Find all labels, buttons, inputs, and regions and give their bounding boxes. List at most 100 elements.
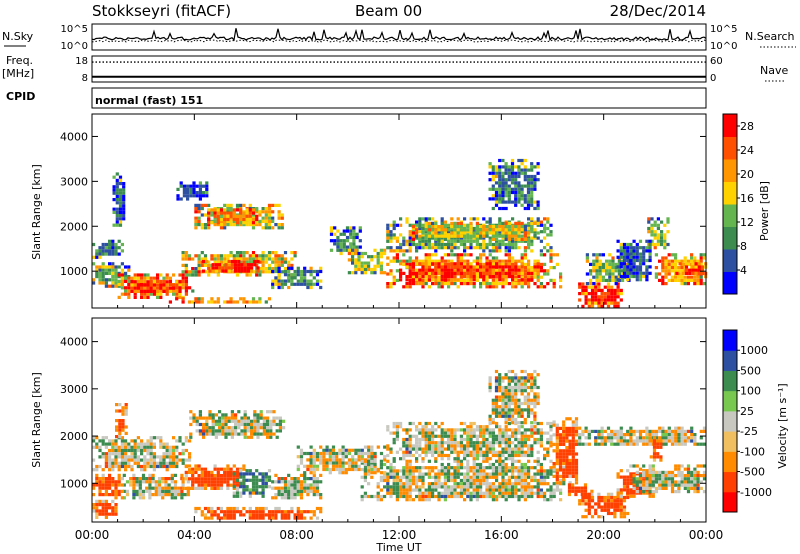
heatmap-cell xyxy=(696,282,700,286)
heatmap-cell xyxy=(226,464,230,468)
heatmap-cell xyxy=(210,474,214,478)
heatmap-cell xyxy=(168,445,172,449)
heatmap-cell xyxy=(411,259,415,263)
heatmap-cell xyxy=(552,266,556,270)
heatmap-cell xyxy=(511,447,515,451)
heatmap-cell xyxy=(498,249,502,253)
heatmap-cell xyxy=(498,469,502,473)
heatmap-cell xyxy=(200,477,204,481)
heatmap-cell xyxy=(517,275,521,279)
heatmap-cell xyxy=(184,439,188,443)
heatmap-cell xyxy=(527,226,531,231)
heatmap-cell xyxy=(118,188,123,192)
heatmap-cell xyxy=(309,461,313,465)
heatmap-cell xyxy=(347,458,352,462)
heatmap-cell xyxy=(216,211,220,215)
heatmap-cell xyxy=(198,410,202,414)
heatmap-cell xyxy=(189,184,193,188)
heatmap-cell xyxy=(98,483,102,487)
heatmap-cell xyxy=(595,272,599,276)
heatmap-cell xyxy=(250,426,254,430)
heatmap-cell xyxy=(691,262,695,266)
heatmap-cell xyxy=(325,464,329,468)
heatmap-cell xyxy=(293,276,297,280)
heatmap-cell xyxy=(453,437,457,442)
heatmap-cell xyxy=(181,257,185,261)
heatmap-cell xyxy=(597,282,601,286)
heatmap-cell xyxy=(262,416,266,420)
heatmap-cell xyxy=(184,279,188,283)
heatmap-cell xyxy=(245,485,249,489)
heatmap-cell xyxy=(450,249,454,253)
heatmap-cell xyxy=(101,249,105,253)
heatmap-cell xyxy=(469,441,473,445)
heatmap-cell xyxy=(485,428,489,432)
heatmap-cell xyxy=(619,288,623,292)
heatmap-cell xyxy=(533,478,537,483)
heatmap-cell xyxy=(194,226,198,230)
heatmap-cell xyxy=(585,272,589,276)
heatmap-cell xyxy=(216,300,220,304)
heatmap-cell xyxy=(243,422,247,427)
heatmap-cell xyxy=(395,491,399,495)
heatmap-cell xyxy=(533,459,537,463)
heatmap-cell xyxy=(663,239,667,243)
heatmap-cell xyxy=(456,441,460,445)
heatmap-cell xyxy=(456,271,460,275)
heatmap-cell xyxy=(232,217,236,222)
heatmap-cell xyxy=(504,437,508,442)
heatmap-cell xyxy=(379,261,383,265)
heatmap-cell xyxy=(638,274,643,279)
heatmap-cell xyxy=(517,282,521,286)
heatmap-cell xyxy=(411,268,415,272)
heatmap-cell xyxy=(287,510,291,514)
heatmap-cell xyxy=(187,477,192,481)
heatmap-cell xyxy=(543,472,547,476)
heatmap-cell xyxy=(463,231,467,235)
heatmap-cell xyxy=(543,223,547,227)
heatmap-cell xyxy=(466,282,470,286)
heatmap-cell xyxy=(667,269,671,273)
heatmap-cell xyxy=(431,441,435,445)
heatmap-cell xyxy=(530,491,534,495)
heatmap-cell xyxy=(101,473,105,477)
heatmap-cell xyxy=(117,252,121,256)
heatmap-cell xyxy=(213,260,217,264)
heatmap-cell xyxy=(418,494,422,499)
heatmap-cell xyxy=(223,260,227,264)
heatmap-cell xyxy=(466,434,470,438)
heatmap-cell xyxy=(501,475,505,479)
heatmap-cell xyxy=(135,480,139,484)
heatmap-cell xyxy=(527,494,531,499)
heatmap-cell xyxy=(642,246,646,250)
heatmap-cell xyxy=(504,231,508,235)
heatmap-cell xyxy=(92,281,96,285)
heatmap-cell xyxy=(322,451,326,456)
heatmap-cell xyxy=(653,230,657,234)
heatmap-cell xyxy=(121,406,125,410)
heatmap-cell xyxy=(203,480,208,484)
heatmap-cell xyxy=(479,225,483,229)
heatmap-cell xyxy=(597,288,601,292)
heatmap-cell xyxy=(216,506,220,511)
heatmap-cell xyxy=(523,256,527,260)
heatmap-cell xyxy=(315,458,320,462)
heatmap-cell xyxy=(680,259,684,263)
heatmap-cell xyxy=(283,510,288,514)
heatmap-cell xyxy=(482,472,486,476)
heatmap-cell xyxy=(411,282,415,286)
heatmap-cell xyxy=(498,181,502,185)
heatmap-cell xyxy=(533,181,537,185)
heatmap-cell xyxy=(469,242,473,247)
heatmap-cell xyxy=(616,285,620,289)
heatmap-cell xyxy=(258,219,262,223)
heatmap-cell xyxy=(638,265,643,269)
heatmap-cell xyxy=(232,223,236,227)
heatmap-cell xyxy=(184,267,188,271)
heatmap-cell xyxy=(494,200,499,204)
heatmap-cell xyxy=(431,425,435,429)
heatmap-cell xyxy=(434,488,438,492)
heatmap-cell xyxy=(603,292,607,296)
heatmap-cell xyxy=(258,260,262,264)
heatmap-cell xyxy=(219,474,224,478)
